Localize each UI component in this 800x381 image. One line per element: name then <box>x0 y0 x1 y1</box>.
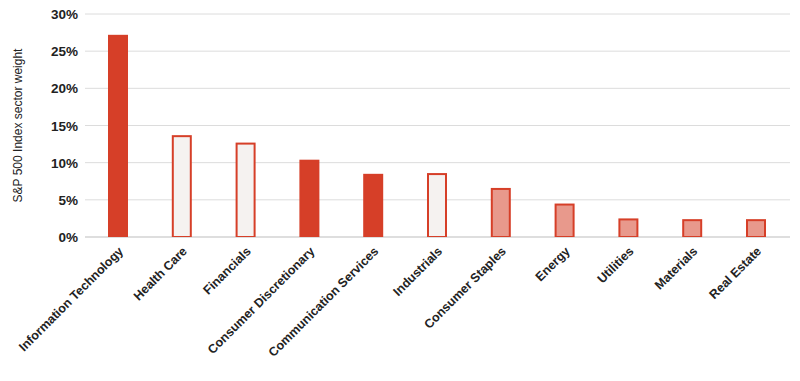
grid-line <box>85 14 790 15</box>
bar <box>364 175 382 237</box>
y-tick-label: 30% <box>51 7 78 22</box>
y-tick-label: 20% <box>51 81 78 96</box>
bar <box>747 220 765 237</box>
bar <box>492 189 510 237</box>
chart-container: 0% 5% 10% 15% 20% 25% 30% S&P 500 Index sector … <box>0 0 800 381</box>
bar <box>109 36 127 237</box>
grid-line <box>85 51 790 52</box>
grid-line <box>85 125 790 126</box>
x-tick-label: Real Estate <box>707 244 765 302</box>
y-axis-label: S&P 500 Index sector weight <box>11 48 25 203</box>
bar <box>428 174 446 237</box>
bar <box>300 161 318 237</box>
x-tick-label: Industrials <box>391 244 446 299</box>
x-tick-label: Health Care <box>131 244 190 303</box>
bar <box>619 219 637 237</box>
bar <box>556 205 574 237</box>
grid-line <box>85 88 790 89</box>
x-tick-label: Financials <box>201 244 254 297</box>
bar <box>237 144 255 237</box>
x-tick-label: Communication Services <box>266 244 382 360</box>
y-tick-label: 15% <box>51 119 78 134</box>
x-tick-label: Consumer Discretionary <box>205 244 318 357</box>
y-tick-label: 10% <box>51 156 78 171</box>
bar <box>683 220 701 237</box>
bar <box>173 136 191 237</box>
x-tick-label: Information Technology <box>16 244 126 354</box>
x-tick-label: Materials <box>652 244 700 292</box>
x-tick-label: Consumer Staples <box>421 244 509 332</box>
bars <box>109 36 765 237</box>
x-tick-label: Utilities <box>595 244 637 286</box>
x-tick-label: Energy <box>533 244 573 284</box>
y-tick-label: 5% <box>58 193 78 208</box>
chart: 0% 5% 10% 15% 20% 25% 30% S&P 500 Index sector … <box>0 0 800 381</box>
y-tick-label: 0% <box>58 230 78 245</box>
y-tick-label: 25% <box>51 44 78 59</box>
